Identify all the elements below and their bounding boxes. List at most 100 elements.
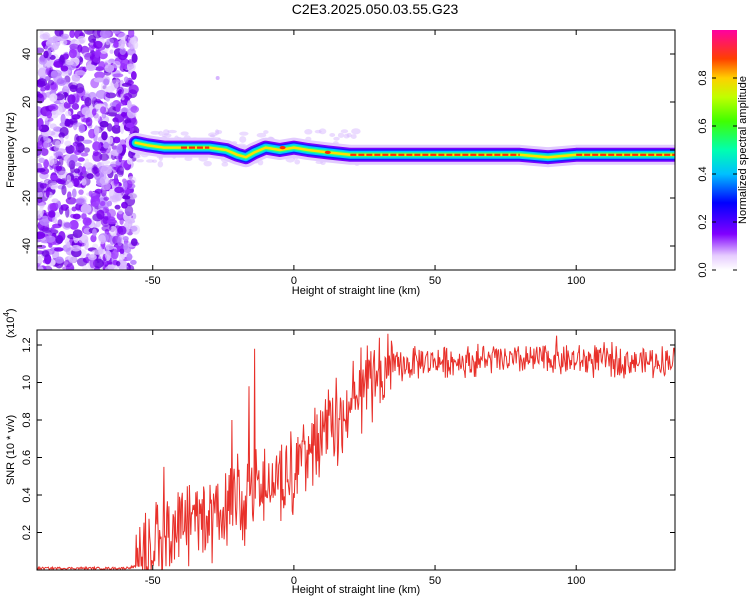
noise-blob — [86, 173, 94, 180]
haze-dot — [239, 131, 249, 136]
colorbar-tick-label: 0.0 — [697, 262, 709, 277]
spectrogram-xtick-label: 100 — [567, 275, 585, 287]
noise-blob — [81, 107, 91, 116]
haze-dot — [329, 133, 336, 137]
noise-blob — [92, 258, 104, 269]
noise-blob — [101, 160, 111, 165]
noise-blob — [118, 39, 125, 50]
noise-blob — [119, 217, 124, 225]
noise-blob — [43, 140, 49, 149]
snr-scale-base: (x10 — [5, 317, 17, 338]
noise-blob — [114, 204, 121, 210]
noise-blob — [123, 92, 133, 100]
noise-blob — [89, 257, 96, 269]
noise-blob — [84, 52, 95, 61]
noise-blob — [49, 93, 58, 102]
noise-blob — [105, 244, 114, 251]
haze-dot — [239, 136, 247, 143]
noise-blob — [43, 50, 49, 59]
noise-blob — [60, 33, 70, 39]
snr-xtick-label: 100 — [567, 575, 585, 587]
noise-blob — [106, 218, 117, 225]
noise-blob — [88, 128, 96, 139]
haze-dot — [157, 160, 164, 168]
noise-blob — [99, 120, 109, 128]
noise-blob — [82, 264, 88, 270]
haze-dot — [151, 159, 158, 163]
spectrogram-ytick-label: 0 — [21, 147, 33, 153]
noise-blob — [115, 190, 123, 202]
noise-blob — [107, 136, 114, 145]
haze-dot — [337, 132, 345, 138]
snr-xtick-label: 50 — [429, 575, 441, 587]
haze-dot — [221, 161, 229, 167]
noise-blob — [98, 61, 106, 69]
noise-blob — [106, 112, 118, 117]
noise-blob — [96, 219, 101, 228]
noise-blob — [120, 111, 127, 117]
noise-blob — [82, 217, 92, 226]
noise-blob — [130, 225, 138, 232]
noise-blob — [40, 86, 46, 92]
snr-ytick-label: 0.4 — [21, 487, 33, 502]
signal-core — [324, 150, 331, 154]
noise-blob — [123, 76, 129, 83]
noise-blob — [101, 112, 107, 119]
noise-blob — [61, 184, 67, 196]
noise-blob — [105, 265, 115, 270]
haze-dot — [350, 134, 357, 139]
colorbar-tick-label: 0.6 — [697, 118, 709, 133]
noise-blob — [98, 234, 106, 245]
signal-core — [279, 146, 286, 150]
noise-blob — [53, 247, 64, 252]
noise-blob — [77, 35, 86, 45]
noise-blob — [118, 101, 126, 107]
noise-blob — [127, 100, 132, 109]
noise-blob — [91, 108, 97, 116]
haze-dot — [333, 136, 340, 141]
noise-blob — [106, 38, 115, 45]
noise-blob — [37, 78, 48, 87]
noise-blob — [117, 236, 123, 247]
noise-blob — [72, 144, 79, 154]
noise-blob — [122, 195, 131, 200]
noise-blob — [104, 64, 115, 73]
noise-blob — [117, 225, 127, 235]
noise-blob — [52, 216, 57, 224]
noise-blob — [50, 70, 58, 79]
noise-blob — [47, 203, 56, 214]
colorbar-tick-label: 0.8 — [697, 70, 709, 85]
noise-blob — [100, 106, 107, 115]
noise-blob — [37, 265, 44, 270]
noise-blob — [51, 198, 59, 204]
noise-blob — [88, 34, 97, 43]
noise-blob — [59, 126, 69, 137]
noise-blob — [72, 213, 81, 220]
noise-blob — [125, 122, 135, 128]
noise-blob — [53, 144, 60, 152]
noise-blob — [93, 125, 100, 136]
noise-blob — [122, 235, 129, 242]
noise-blob — [93, 77, 105, 83]
noise-blob — [45, 68, 50, 76]
noise-blob — [84, 97, 92, 107]
noise-blob — [122, 179, 128, 191]
noise-blob — [65, 60, 74, 66]
noise-blob — [66, 174, 72, 182]
noise-blob — [128, 84, 139, 95]
noise-blob — [119, 248, 125, 254]
noise-blob — [37, 47, 45, 54]
noise-blob — [94, 188, 103, 194]
noise-blob — [101, 225, 112, 232]
noise-blob — [114, 186, 124, 194]
noise-blob — [88, 254, 97, 261]
svg-text:(x104): (x104) — [2, 308, 17, 338]
noise-blob — [57, 179, 66, 185]
colorbar-gradient — [712, 30, 737, 270]
noise-blob — [40, 226, 50, 232]
noise-blob — [37, 181, 45, 193]
noise-blob — [91, 228, 97, 237]
noise-blob — [112, 30, 121, 34]
colorbar: 0.0 0.2 0.4 0.6 0.8 Normalized spectral ampl… — [697, 30, 749, 278]
